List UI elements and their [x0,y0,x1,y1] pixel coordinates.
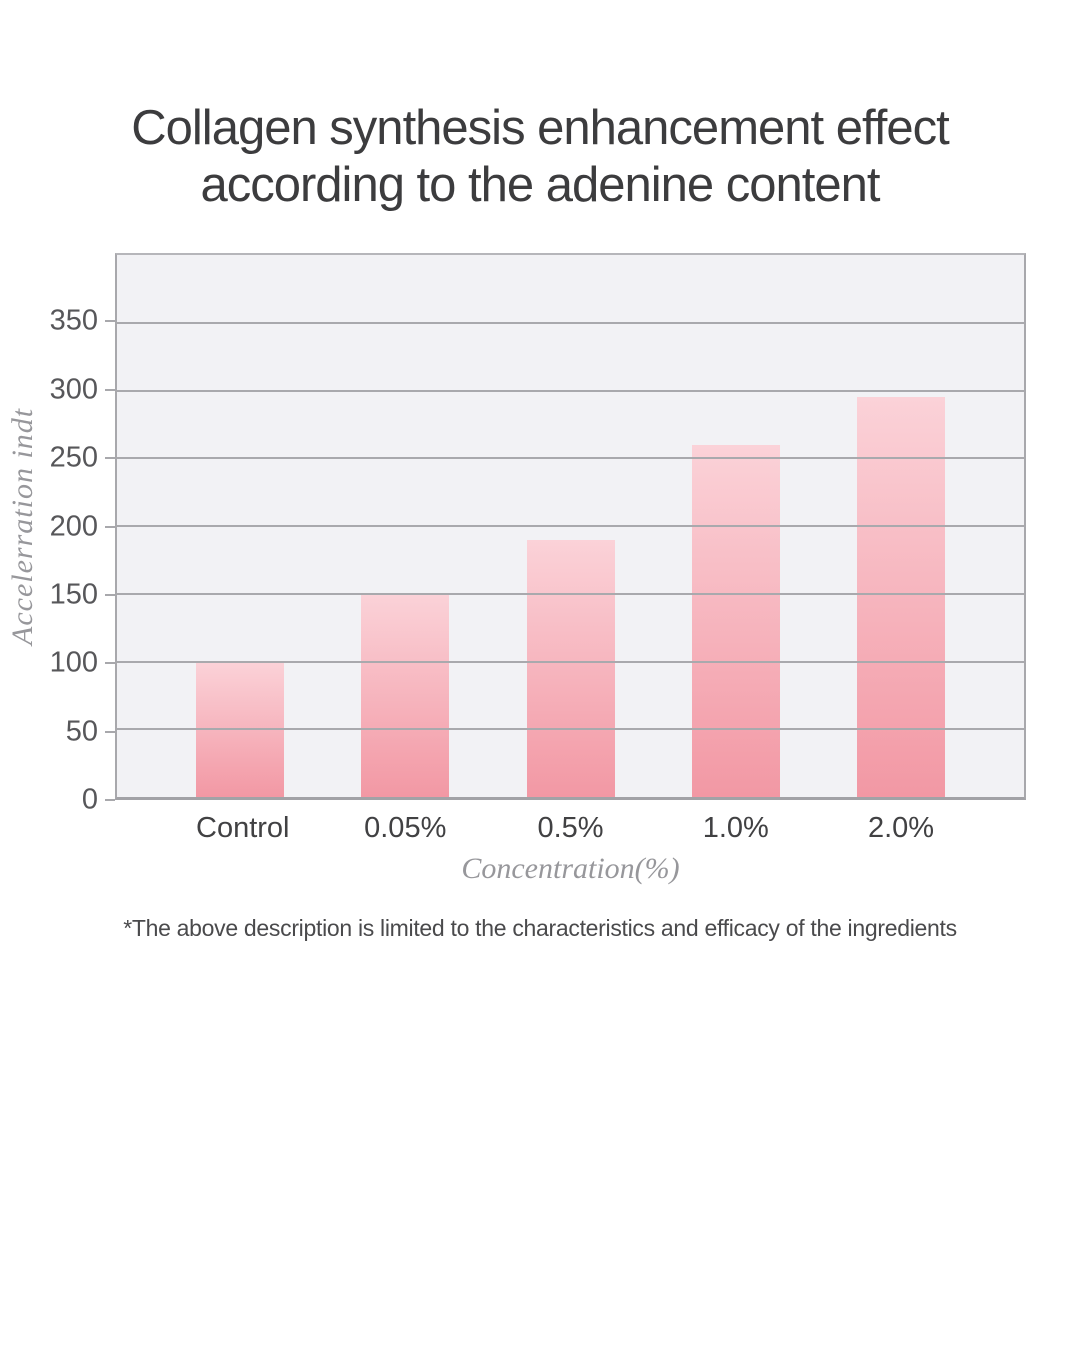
y-tick-label-150: 150 [49,578,98,611]
gridline-250 [117,457,1024,460]
y-tick-label-250: 250 [49,441,98,474]
x-tick-label-2.0-: 2.0% [867,812,935,844]
footnote: *The above description is limited to the… [123,915,957,941]
y-axis-tick-marks [105,253,115,801]
x-axis-title: Concentration(%) [461,852,680,885]
y-tick-mark-300 [105,388,115,391]
chart-title-line-2: according to the adenine content [200,158,880,212]
x-axis-tick-labels: Control 0.05% 0.5% 1.0% 2.0% [115,812,1026,845]
gridline-200 [117,525,1024,527]
y-tick-label-200: 200 [49,510,98,542]
bar-0.5- [526,539,615,797]
y-tick-mark-150 [105,593,115,596]
plot-area [115,253,1026,800]
x-tick-label-1.0-: 1.0% [702,812,769,844]
y-tick-mark-200 [105,525,115,528]
y-tick-mark-50 [105,730,115,733]
gridline-150 [117,592,1024,595]
y-tick-label-350: 350 [49,304,98,337]
bar-1.0- [691,444,780,797]
bar-2.0- [857,397,945,797]
gridline-300 [117,389,1024,392]
y-tick-label-0: 0 [81,783,98,816]
x-tick-label-0.5-: 0.5% [537,812,604,844]
gridline-50 [117,728,1024,731]
chart-title-line-1: Collagen synthesis enhancement effect [131,101,949,155]
chart-title: Collagen synthesis enhancement effect ac… [0,100,1080,214]
y-tick-mark-350 [105,320,115,323]
x-tick-label-0.05-: 0.05% [364,812,447,844]
y-axis-tick-labels: 0 50 100 150 200 250 300 350 [0,253,98,816]
y-tick-label-50: 50 [65,715,98,748]
x-tick-label-control: Control [196,812,290,844]
y-tick-mark-100 [105,662,115,665]
y-tick-mark-250 [105,457,115,460]
gridline-350 [117,321,1024,324]
y-tick-label-300: 300 [49,373,98,406]
bar-0.05- [361,593,450,797]
bar-series [117,255,1024,797]
y-tick-mark-0 [105,799,115,801]
gridline-100 [117,660,1024,663]
y-tick-label-100: 100 [49,646,98,679]
